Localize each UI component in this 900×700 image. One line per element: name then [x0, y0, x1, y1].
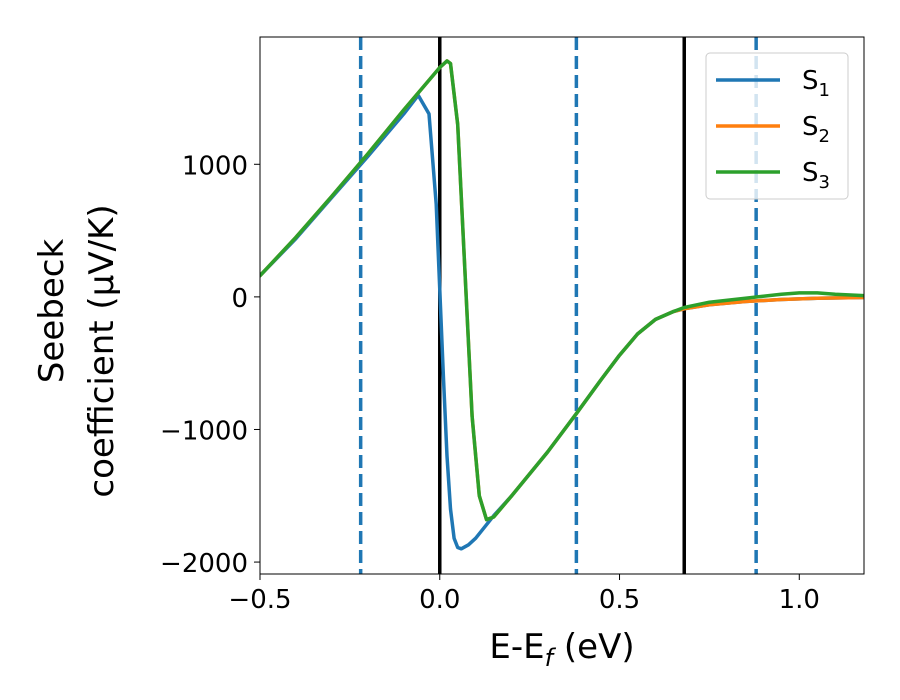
x-axis-ticks: −0.5 0.0 0.5 1.0	[228, 574, 820, 615]
plot-frame	[259, 36, 865, 575]
y-axis-title-line1: Seebeck	[32, 239, 72, 384]
y-tick-label: 1000	[182, 151, 248, 181]
legend-label-s2: S2	[802, 112, 830, 147]
x-axis-title: E-Ef (eV)	[489, 627, 634, 672]
y-tick-label: −1000	[160, 416, 248, 446]
series-line-s3	[260, 59, 864, 522]
y-axis-title: Seebeck coefficient (μV/K)	[32, 204, 122, 497]
series-lines	[260, 59, 864, 551]
legend-label-s3: S3	[802, 158, 830, 193]
x-tick-label: 0.5	[599, 585, 640, 615]
legend: S1 S2 S3	[705, 52, 849, 200]
x-tick-label: 1.0	[779, 585, 820, 615]
y-axis-ticks: −2000 −1000 0 1000	[160, 151, 260, 579]
y-tick-label: 0	[231, 284, 248, 314]
legend-label-s1: S1	[802, 66, 830, 101]
y-tick-label: −2000	[160, 549, 248, 579]
y-axis-title-line2: coefficient (μV/K)	[82, 204, 122, 497]
x-tick-label: −0.5	[228, 585, 291, 615]
x-tick-label: 0.0	[419, 585, 460, 615]
